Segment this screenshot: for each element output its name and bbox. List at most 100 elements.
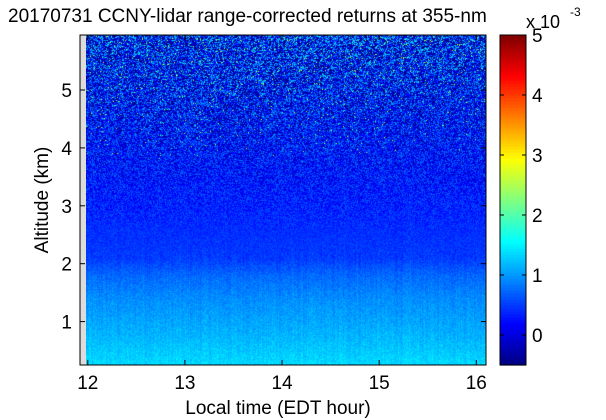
colorbar-swatch bbox=[500, 209, 526, 213]
colorbar-swatch bbox=[500, 347, 526, 351]
colorbar-swatch bbox=[500, 140, 526, 144]
plot-frame bbox=[79, 34, 487, 366]
colorbar-exponent-power: -3 bbox=[570, 5, 581, 19]
colorbar-tick-label: 0 bbox=[532, 326, 543, 347]
colorbar-swatch bbox=[500, 176, 526, 180]
colorbar-swatch bbox=[500, 317, 526, 321]
colorbar-swatch bbox=[500, 191, 526, 195]
colorbar-swatch bbox=[500, 260, 526, 264]
colorbar-swatch bbox=[500, 269, 526, 273]
colorbar-swatch bbox=[500, 164, 526, 168]
colorbar-swatch bbox=[500, 335, 526, 339]
colorbar-swatch bbox=[500, 218, 526, 222]
colorbar-swatch bbox=[500, 65, 526, 69]
y-tick-label: 1 bbox=[61, 313, 72, 334]
colorbar-swatch bbox=[500, 242, 526, 246]
colorbar-swatch bbox=[500, 110, 526, 114]
colorbar-swatch bbox=[500, 149, 526, 153]
colorbar-swatch bbox=[500, 56, 526, 60]
colorbar-frame bbox=[499, 34, 527, 366]
colorbar-swatch bbox=[500, 179, 526, 183]
colorbar-swatch bbox=[500, 344, 526, 348]
colorbar-swatch bbox=[500, 35, 526, 39]
colorbar-swatch bbox=[500, 341, 526, 345]
colorbar-tick-label: 3 bbox=[532, 146, 543, 167]
colorbar-swatch bbox=[500, 95, 526, 99]
colorbar-swatch bbox=[500, 80, 526, 84]
colorbar-swatch bbox=[500, 86, 526, 90]
colorbar-swatch bbox=[500, 143, 526, 147]
colorbar-swatch bbox=[500, 263, 526, 267]
colorbar-swatch bbox=[500, 245, 526, 249]
x-tick-label: 14 bbox=[271, 373, 293, 394]
colorbar-swatch bbox=[500, 92, 526, 96]
colorbar-swatch bbox=[500, 68, 526, 72]
colorbar-swatch bbox=[500, 62, 526, 66]
colorbar-ticks: 0 1 2 3 4 5 bbox=[500, 26, 543, 347]
colorbar-exponent-base: x 10 bbox=[526, 12, 560, 32]
colorbar-swatch bbox=[500, 236, 526, 240]
colorbar-swatch bbox=[500, 170, 526, 174]
colorbar-swatch bbox=[500, 155, 526, 159]
colorbar-swatch bbox=[500, 329, 526, 333]
colorbar-swatch bbox=[500, 221, 526, 225]
colorbar-swatch bbox=[500, 71, 526, 75]
colorbar-swatch bbox=[500, 308, 526, 312]
colorbar-swatch bbox=[500, 281, 526, 285]
colorbar-swatch bbox=[500, 332, 526, 336]
colorbar-swatch bbox=[500, 290, 526, 294]
x-tick-label: 15 bbox=[369, 373, 390, 394]
colorbar-swatch bbox=[500, 50, 526, 54]
colorbar-swatch bbox=[500, 320, 526, 324]
x-tick-label: 12 bbox=[77, 373, 98, 394]
colorbar-swatch bbox=[500, 194, 526, 198]
colorbar-swatch bbox=[500, 125, 526, 129]
colorbar bbox=[500, 35, 526, 366]
colorbar-swatch bbox=[500, 206, 526, 210]
chart-title: 20170731 CCNY-lidar range-corrected retu… bbox=[8, 6, 487, 27]
colorbar-tick-label: 4 bbox=[532, 86, 543, 107]
colorbar-swatch bbox=[500, 227, 526, 231]
colorbar-swatch bbox=[500, 137, 526, 141]
colorbar-swatch bbox=[500, 215, 526, 219]
colorbar-swatch bbox=[500, 230, 526, 234]
colorbar-swatch bbox=[500, 257, 526, 261]
colorbar-swatch bbox=[500, 311, 526, 315]
colorbar-swatch bbox=[500, 119, 526, 123]
colorbar-swatch bbox=[500, 161, 526, 165]
x-tick-label: 13 bbox=[174, 373, 195, 394]
colorbar-swatch bbox=[500, 233, 526, 237]
colorbar-swatch bbox=[500, 128, 526, 132]
colorbar-swatch bbox=[500, 89, 526, 93]
colorbar-swatch bbox=[500, 38, 526, 42]
colorbar-swatch bbox=[500, 251, 526, 255]
colorbar-swatch bbox=[500, 122, 526, 126]
colorbar-swatch bbox=[500, 59, 526, 63]
heatmap-image bbox=[86, 35, 486, 365]
colorbar-tick-label: 2 bbox=[532, 206, 543, 227]
x-tick-label: 16 bbox=[466, 373, 487, 394]
colorbar-swatch bbox=[500, 224, 526, 228]
colorbar-swatch bbox=[500, 53, 526, 57]
colorbar-swatch bbox=[500, 158, 526, 162]
colorbar-swatch bbox=[500, 200, 526, 204]
colorbar-swatch bbox=[500, 47, 526, 51]
colorbar-swatch bbox=[500, 185, 526, 189]
colorbar-swatch bbox=[500, 131, 526, 135]
colorbar-swatch bbox=[500, 338, 526, 342]
colorbar-swatch bbox=[500, 113, 526, 117]
x-axis-ticks: 12 13 14 15 16 bbox=[77, 35, 487, 394]
colorbar-swatch bbox=[500, 275, 526, 279]
colorbar-swatch bbox=[500, 293, 526, 297]
colorbar-swatch bbox=[500, 74, 526, 78]
colorbar-swatch bbox=[500, 197, 526, 201]
colorbar-swatch bbox=[500, 362, 526, 366]
y-axis-ticks: 1 2 3 4 5 bbox=[61, 81, 486, 334]
x-axis-label: Local time (EDT hour) bbox=[185, 398, 371, 419]
colorbar-swatch bbox=[500, 98, 526, 102]
colorbar-swatch bbox=[500, 284, 526, 288]
colorbar-swatch bbox=[500, 83, 526, 87]
colorbar-swatch bbox=[500, 266, 526, 270]
colorbar-swatch bbox=[500, 116, 526, 120]
